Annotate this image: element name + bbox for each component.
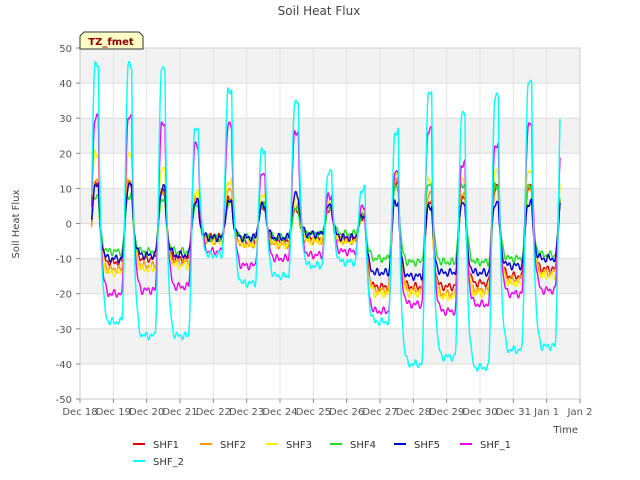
x-axis-title: Time <box>553 425 578 436</box>
x-tick-label: Dec 18 <box>62 407 97 418</box>
x-tick-label: Dec 25 <box>296 407 331 418</box>
x-tick-label: Dec 26 <box>329 407 364 418</box>
tz-annotation-box <box>79 31 144 50</box>
legend-item-shf1: SHF1 <box>133 440 179 451</box>
chart-title: Soil Heat Flux <box>278 4 361 18</box>
series-layer <box>91 60 561 372</box>
x-tick-label: Dec 27 <box>362 407 397 418</box>
legend-item-shf2: SHF2 <box>200 440 246 451</box>
x-tick-label: Dec 29 <box>429 407 464 418</box>
x-tick-label: Jan 1 <box>533 407 559 418</box>
plot-bands <box>80 48 580 364</box>
y-tick-label: 30 <box>59 114 72 125</box>
legend: SHF1 SHF2 SHF3 SHF4 SHF5 SHF_1 SHF_2 <box>133 440 511 468</box>
y-tick-label: -30 <box>56 325 72 336</box>
x-tick-label: Dec 23 <box>229 407 264 418</box>
x-tick-label: Dec 24 <box>262 407 297 418</box>
legend-label: SHF_1 <box>480 440 511 451</box>
legend-label: SHF4 <box>350 440 376 451</box>
x-tick-label: Dec 30 <box>462 407 497 418</box>
grid-band <box>80 258 580 294</box>
legend-label: SHF1 <box>153 440 179 451</box>
tz-annotation-label: TZ_fmet <box>88 37 134 48</box>
series-line-shf-2 <box>91 60 561 372</box>
y-tick-label: -10 <box>56 255 72 266</box>
legend-item-shf4: SHF4 <box>330 440 376 451</box>
legend-label: SHF_2 <box>153 457 184 468</box>
y-tick-label: 10 <box>59 184 72 195</box>
grid-band <box>80 118 580 154</box>
y-tick-label: -40 <box>56 360 72 371</box>
legend-label: SHF5 <box>414 440 440 451</box>
y-tick-label: 0 <box>66 220 72 231</box>
y-axis-ticks: -50 -40 -30 -20 -10 0 10 20 30 40 50 <box>56 44 80 406</box>
y-tick-label: -20 <box>56 290 72 301</box>
x-tick-label: Dec 21 <box>162 407 197 418</box>
legend-label: SHF3 <box>286 440 312 451</box>
x-tick-label: Dec 31 <box>496 407 531 418</box>
x-tick-label: Jan 2 <box>567 407 593 418</box>
legend-item-shf-2: SHF_2 <box>133 457 184 468</box>
tz-annotation: TZ_fmet <box>79 31 144 50</box>
grid-band <box>80 188 580 224</box>
y-tick-label: 40 <box>59 79 72 90</box>
x-tick-label: Dec 19 <box>96 407 131 418</box>
series-line-shf-1 <box>91 113 561 316</box>
x-tick-label: Dec 20 <box>129 407 164 418</box>
grid-band <box>80 48 580 84</box>
y-axis-title: Soil Heat Flux <box>11 189 22 258</box>
x-tick-label: Dec 22 <box>196 407 231 418</box>
legend-item-shf-1: SHF_1 <box>460 440 511 451</box>
x-tick-label: Dec 28 <box>396 407 431 418</box>
y-tick-label: -50 <box>56 395 72 406</box>
y-tick-label: 20 <box>59 149 72 160</box>
legend-item-shf5: SHF5 <box>394 440 440 451</box>
y-tick-label: 50 <box>59 44 72 55</box>
legend-item-shf3: SHF3 <box>266 440 312 451</box>
legend-label: SHF2 <box>220 440 246 451</box>
grid-band <box>80 328 580 364</box>
